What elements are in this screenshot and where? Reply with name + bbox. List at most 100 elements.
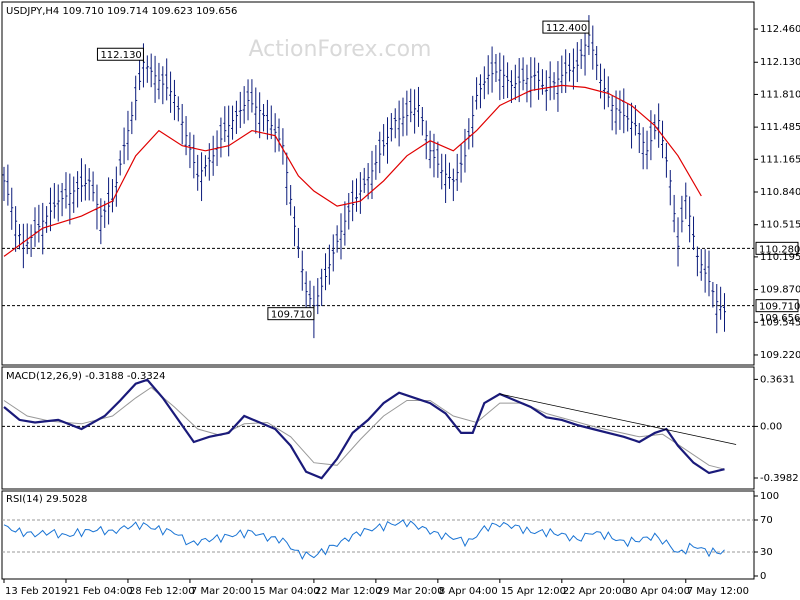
price-bar (254, 87, 258, 134)
x-tick-label: 7 Mar 20:00 (191, 586, 251, 597)
price-bar (145, 55, 149, 83)
price-bar (258, 92, 262, 139)
price-bar (502, 55, 506, 99)
price-bar (463, 128, 467, 173)
price-bar (599, 63, 603, 99)
moving-average (3, 84, 702, 257)
price-bar (83, 164, 87, 201)
price-bar (649, 110, 653, 161)
price-bar (482, 66, 486, 100)
price-bar (273, 113, 277, 153)
price-bar (56, 184, 60, 222)
price-bar (176, 96, 180, 122)
x-tick-label: 13 Feb 2019 (5, 586, 67, 597)
price-bar (486, 55, 490, 95)
price-bar (45, 206, 49, 233)
rsi-y-tick-label: 100 (760, 491, 779, 502)
price-bar (203, 155, 207, 177)
annotation-label: 112.130 (100, 50, 141, 61)
price-bar (223, 106, 227, 142)
macd-y-tick-label: 0.00 (760, 421, 782, 432)
main-y-tick-label: 111.810 (760, 89, 800, 100)
price-bar (48, 187, 52, 232)
macd-y-tick-label: -0.3982 (760, 473, 799, 484)
price-bar (521, 57, 525, 91)
price-bar (490, 46, 494, 93)
price-bar (122, 127, 126, 165)
price-bar (397, 100, 401, 147)
price-bar (509, 70, 513, 104)
price-bar (428, 130, 432, 169)
price-bar (118, 150, 122, 176)
price-bar (575, 42, 579, 83)
price-bar (378, 131, 382, 174)
rsi-y-tick-label: 70 (760, 515, 773, 526)
price-bar (234, 100, 238, 134)
price-annotations: 112.130 112.400 109.710 (96, 20, 590, 321)
price-bar (172, 79, 176, 121)
price-bar (355, 178, 359, 212)
price-bar (618, 90, 622, 130)
price-bar (622, 88, 626, 134)
price-bar (455, 153, 459, 191)
price-bar (595, 46, 599, 81)
x-tick-label: 15 Apr 12:00 (501, 586, 566, 597)
price-bar (304, 271, 308, 308)
x-tick-label: 29 Mar 20:00 (377, 586, 444, 597)
price-bar (389, 113, 393, 142)
price-bar (444, 154, 448, 203)
price-bar (688, 196, 692, 243)
price-bar (269, 105, 273, 140)
price-bar (537, 62, 541, 100)
macd-line (3, 378, 725, 480)
price-bar (424, 120, 428, 160)
price-bar (87, 168, 91, 201)
main-y-tick-label: 112.130 (760, 57, 800, 68)
current-price-label: 109.656 (759, 313, 800, 324)
price-bar (529, 57, 533, 108)
price-bar (2, 166, 6, 202)
price-bar (347, 193, 351, 230)
main-y-tick-label: 110.195 (760, 252, 800, 263)
price-bar (672, 194, 676, 233)
rsi-y-tick-label: 0 (760, 571, 766, 582)
price-bar (293, 206, 297, 247)
price-bar (684, 182, 688, 220)
price-bar (68, 173, 72, 225)
price-bar (296, 227, 300, 258)
price-level-label: 109.710 (759, 302, 800, 313)
price-bar (285, 152, 289, 206)
price-bar (157, 62, 161, 100)
price-bar (262, 104, 266, 132)
price-bar (711, 282, 715, 308)
price-bar (331, 234, 335, 272)
price-bar (91, 171, 95, 202)
macd-panel-frame (1, 366, 755, 490)
macd-signal-line (3, 386, 725, 470)
rsi-plot (2, 519, 754, 561)
price-bar (719, 286, 723, 320)
annotation-box (96, 47, 144, 61)
price-bar (335, 225, 339, 253)
price-bar (211, 135, 215, 176)
main-panel-frame (1, 1, 755, 366)
watermark: ActionForex.com (249, 37, 432, 62)
price-bar (544, 70, 548, 111)
price-bar (715, 284, 719, 334)
price-bar (552, 72, 556, 100)
price-bar (29, 224, 33, 257)
main-y-tick-label: 111.485 (760, 122, 800, 133)
price-bar (420, 107, 424, 136)
price-bar (76, 171, 80, 208)
price-bar (568, 53, 572, 82)
price-bar (134, 75, 138, 121)
price-bar (478, 74, 482, 109)
price-bar (95, 184, 99, 230)
x-tick-label: 7 May 12:00 (687, 586, 749, 597)
price-bar (72, 176, 76, 213)
price-bar (327, 244, 331, 285)
price-bar (707, 250, 711, 297)
price-bar (161, 66, 165, 105)
price-bar (14, 206, 18, 252)
